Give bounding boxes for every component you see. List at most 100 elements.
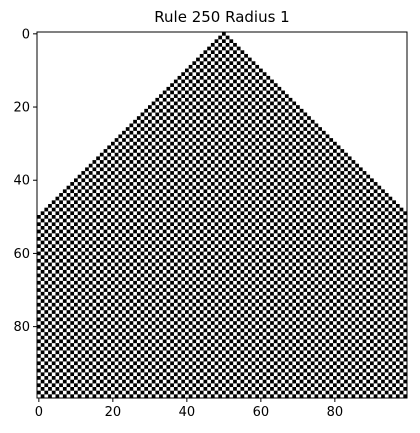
live-cell <box>358 247 363 252</box>
live-cell <box>148 324 152 329</box>
live-cell <box>107 167 112 172</box>
live-cell <box>236 266 241 270</box>
live-cell <box>358 196 363 201</box>
live-cell <box>299 182 304 186</box>
live-cell <box>329 350 334 355</box>
live-cell <box>173 357 178 362</box>
live-cell <box>333 163 337 168</box>
live-cell <box>284 204 289 208</box>
live-cell <box>103 339 108 344</box>
live-cell <box>310 280 315 285</box>
live-cell <box>96 215 100 219</box>
live-cell <box>247 218 252 223</box>
live-cell <box>351 394 356 399</box>
live-cell <box>133 141 137 146</box>
live-cell <box>40 335 45 340</box>
live-cell <box>381 387 385 391</box>
live-cell <box>170 302 174 307</box>
live-cell <box>166 350 171 355</box>
live-cell <box>373 233 378 238</box>
live-cell <box>107 357 112 362</box>
live-cell <box>136 116 141 120</box>
live-cell <box>140 119 145 124</box>
live-cell <box>399 207 404 212</box>
live-cell <box>307 247 311 252</box>
live-cell <box>340 310 345 314</box>
live-cell <box>262 247 267 252</box>
live-cell <box>362 346 367 351</box>
live-cell <box>244 178 248 183</box>
live-cell <box>55 284 60 289</box>
live-cell <box>281 258 285 263</box>
live-cell <box>229 288 234 292</box>
live-cell <box>122 269 126 274</box>
live-cell <box>185 207 189 212</box>
live-cell <box>273 288 278 292</box>
live-cell <box>270 343 274 347</box>
live-cell <box>236 295 241 300</box>
live-cell <box>114 328 119 333</box>
live-cell <box>88 346 93 351</box>
live-cell <box>55 335 60 340</box>
live-cell <box>218 72 223 76</box>
live-cell <box>392 324 396 329</box>
live-cell <box>166 284 171 289</box>
live-cell <box>40 291 45 296</box>
live-cell <box>344 284 348 289</box>
live-cell <box>96 163 100 168</box>
live-cell <box>355 368 359 373</box>
live-cell <box>207 222 211 227</box>
live-cell <box>173 160 178 164</box>
live-cell <box>62 321 67 325</box>
live-cell <box>62 394 67 399</box>
live-cell <box>173 108 178 113</box>
live-cell <box>270 225 274 230</box>
live-cell <box>185 200 189 205</box>
live-cell <box>303 112 308 117</box>
live-cell <box>148 302 152 307</box>
live-cell <box>107 291 112 296</box>
live-cell <box>233 57 237 62</box>
live-cell <box>177 310 182 314</box>
y-tick-label: 60 <box>13 247 30 262</box>
live-cell <box>210 182 215 186</box>
live-cell <box>199 141 204 146</box>
live-cell <box>384 207 389 212</box>
live-cell <box>358 357 363 362</box>
live-cell <box>114 145 119 150</box>
live-cell <box>114 372 119 377</box>
live-cell <box>111 368 115 373</box>
live-cell <box>151 145 156 150</box>
live-cell <box>281 171 285 175</box>
live-cell <box>62 328 67 333</box>
live-cell <box>51 390 56 395</box>
live-cell <box>229 324 234 329</box>
live-cell <box>144 350 149 355</box>
live-cell <box>192 324 197 329</box>
live-cell <box>185 273 189 278</box>
live-cell <box>162 156 167 161</box>
live-cell <box>111 376 115 380</box>
live-cell <box>366 291 371 296</box>
live-cell <box>270 350 274 355</box>
live-cell <box>59 368 63 373</box>
live-cell <box>284 365 289 369</box>
live-cell <box>236 141 241 146</box>
live-cell <box>70 225 75 230</box>
live-cell <box>173 152 178 157</box>
live-cell <box>310 163 315 168</box>
live-cell <box>188 277 193 281</box>
live-cell <box>111 317 115 322</box>
live-cell <box>107 255 112 259</box>
live-cell <box>214 68 219 73</box>
live-cell <box>199 302 204 307</box>
live-cell <box>318 229 322 234</box>
live-cell <box>281 193 285 197</box>
live-cell <box>296 222 300 227</box>
live-cell <box>392 200 396 205</box>
live-cell <box>51 251 56 256</box>
live-cell <box>210 335 215 340</box>
live-cell <box>62 240 67 245</box>
live-cell <box>273 193 278 197</box>
live-cell <box>140 244 145 248</box>
